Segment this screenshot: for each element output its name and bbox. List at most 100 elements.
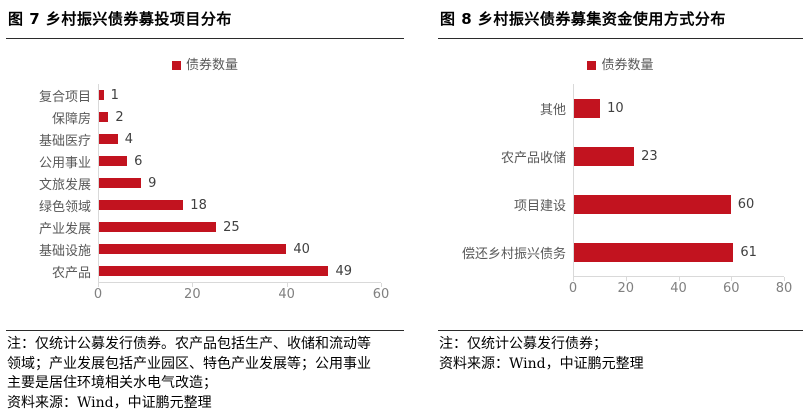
bar-row: 偿还乡村振兴债务 61: [438, 228, 803, 276]
legend-swatch-icon: [587, 61, 596, 70]
note-line: 资料来源：Wind，中证鹏元整理: [439, 355, 803, 375]
bar: [99, 244, 286, 254]
note-line: 资料来源：Wind，中证鹏元整理: [7, 394, 404, 413]
figure7-title: 图 7 乡村振兴债券募投项目分布: [8, 8, 404, 29]
bar-track: 18: [98, 194, 380, 216]
bar: [99, 266, 328, 276]
bar-track: 4: [98, 128, 380, 150]
bar: [99, 222, 216, 232]
tick-label: 20: [184, 287, 201, 302]
bar-track: 40: [98, 238, 380, 260]
bar: [574, 243, 733, 262]
bar-track: 2: [98, 106, 380, 128]
category-label: 基础医疗: [6, 130, 98, 149]
note-line: 领域；产业发展包括产业园区、特色产业发展等；公用事业: [7, 355, 404, 375]
value-label: 9: [148, 176, 156, 191]
bar: [99, 134, 118, 144]
bar-track: 49: [98, 260, 380, 282]
bar-track: 60: [573, 180, 783, 228]
bar-row: 其他 10: [438, 84, 803, 132]
note-divider: [438, 330, 803, 331]
legend-label: 债券数量: [186, 58, 238, 73]
bar-track: 23: [573, 132, 783, 180]
bar: [99, 112, 108, 122]
title-divider: [438, 38, 803, 39]
tick-label: 0: [569, 281, 577, 296]
category-label: 保障房: [6, 108, 98, 127]
bar-row: 绿色领域 18: [6, 194, 404, 216]
value-label: 2: [115, 110, 123, 125]
note-divider: [6, 330, 404, 331]
bar-track: 10: [573, 84, 783, 132]
value-label: 25: [223, 220, 240, 235]
note-line: 注：仅统计公募发行债券。农产品包括生产、收储和流动等: [7, 335, 404, 355]
bar-row: 产业发展 25: [6, 216, 404, 238]
bar: [574, 195, 731, 214]
figure8-panel: 图 8 乡村振兴债券募集资金使用方式分布 债券数量 其他 10 农产品收储 23 项目建…: [412, 0, 809, 400]
legend: 债券数量: [438, 54, 803, 72]
value-label: 6: [134, 154, 142, 169]
bar-row: 文旅发展 9: [6, 172, 404, 194]
category-label: 农产品收储: [438, 147, 573, 166]
figure7-note: 注：仅统计公募发行债券。农产品包括生产、收储和流动等领域；产业发展包括产业园区、…: [7, 335, 404, 413]
bar-rows: 其他 10 农产品收储 23 项目建设 60 偿还乡村振兴债务 61: [438, 84, 803, 276]
tick-label: 0: [94, 287, 102, 302]
figure8-note: 注：仅统计公募发行债券；资料来源：Wind，中证鹏元整理: [439, 335, 803, 374]
category-label: 公用事业: [6, 152, 98, 171]
category-label: 基础设施: [6, 240, 98, 259]
value-label: 60: [738, 197, 755, 212]
tick-label: 40: [278, 287, 295, 302]
bar-track: 6: [98, 150, 380, 172]
value-label: 1: [111, 88, 119, 103]
value-label: 23: [641, 149, 658, 164]
value-label: 61: [740, 245, 757, 260]
bar-row: 项目建设 60: [438, 180, 803, 228]
tick-label: 60: [373, 287, 390, 302]
bar-row: 农产品收储 23: [438, 132, 803, 180]
tick-label: 80: [776, 281, 793, 296]
bar-row: 基础设施 40: [6, 238, 404, 260]
bar-track: 61: [573, 228, 783, 276]
legend-label: 债券数量: [601, 58, 653, 73]
bar: [99, 178, 141, 188]
bar: [574, 147, 634, 166]
tick-label: 60: [723, 281, 740, 296]
legend-swatch-icon: [172, 61, 181, 70]
legend: 债券数量: [6, 54, 404, 72]
category-label: 偿还乡村振兴债务: [438, 243, 573, 262]
bar: [99, 200, 183, 210]
value-label: 18: [190, 198, 207, 213]
value-label: 10: [607, 101, 624, 116]
bar: [574, 99, 600, 118]
tick-label: 40: [670, 281, 687, 296]
tick-label: 20: [617, 281, 634, 296]
category-label: 绿色领域: [6, 196, 98, 215]
note-line: 主要是居住环境相关水电气改造；: [7, 374, 404, 394]
value-label: 4: [125, 132, 133, 147]
figure8-chart: 债券数量 其他 10 农产品收储 23 项目建设 60 偿还乡村振兴债务 61 0 20 40 60…: [438, 54, 803, 330]
bar-row: 保障房 2: [6, 106, 404, 128]
category-label: 产业发展: [6, 218, 98, 237]
bar-row: 农产品 49: [6, 260, 404, 282]
category-label: 文旅发展: [6, 174, 98, 193]
value-label: 49: [335, 264, 352, 279]
bar: [99, 90, 104, 100]
bar-track: 1: [98, 84, 380, 106]
bar-track: 25: [98, 216, 380, 238]
figure8-title: 图 8 乡村振兴债券募集资金使用方式分布: [440, 8, 803, 29]
category-label: 农产品: [6, 262, 98, 281]
category-label: 其他: [438, 99, 573, 118]
bar-row: 公用事业 6: [6, 150, 404, 172]
bar-track: 9: [98, 172, 380, 194]
category-label: 项目建设: [438, 195, 573, 214]
note-line: 注：仅统计公募发行债券；: [439, 335, 803, 355]
bar: [99, 156, 127, 166]
value-label: 40: [293, 242, 310, 257]
